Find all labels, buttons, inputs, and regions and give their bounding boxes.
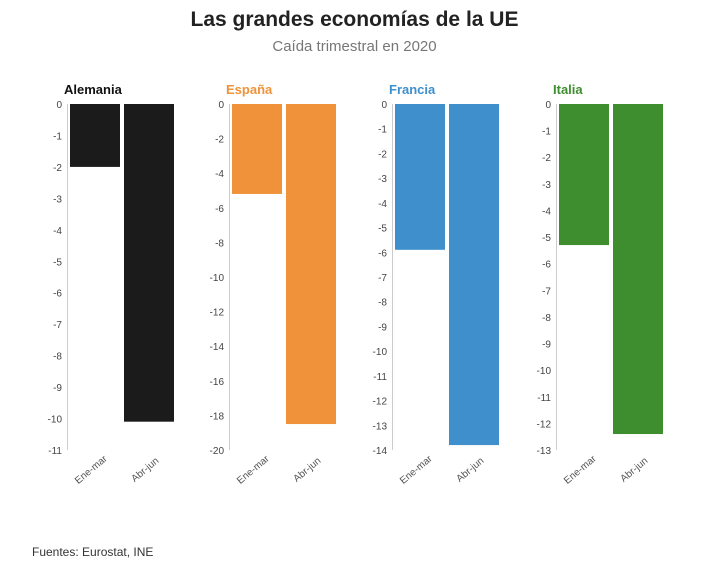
y-tick-label-italia: -9 bbox=[542, 340, 551, 351]
bar-francia-abr-jun bbox=[449, 104, 499, 446]
x-tick-label-espana: Ene-mar bbox=[235, 453, 272, 487]
y-tick-label-francia: -1 bbox=[378, 125, 387, 136]
y-tick-label-italia: -2 bbox=[542, 153, 551, 164]
panel-title-francia: Francia bbox=[389, 82, 436, 97]
y-tick-label-espana: -12 bbox=[210, 308, 225, 319]
panel-title-alemania: Alemania bbox=[64, 82, 123, 97]
y-tick-label-francia: -14 bbox=[373, 446, 388, 457]
y-tick-label-espana: -4 bbox=[215, 169, 224, 180]
y-tick-label-francia: -5 bbox=[378, 224, 387, 235]
chart-title: Las grandes economías de la UE bbox=[190, 8, 519, 31]
bar-espana-ene-mar bbox=[232, 104, 282, 194]
x-tick-label-italia: Ene-mar bbox=[562, 453, 599, 487]
y-tick-label-italia: -7 bbox=[542, 286, 551, 297]
y-tick-label-italia: 0 bbox=[545, 100, 551, 111]
y-tick-label-italia: -11 bbox=[537, 393, 551, 404]
chart-subtitle: Caída trimestral en 2020 bbox=[272, 38, 437, 55]
y-tick-label-francia: 0 bbox=[381, 100, 387, 111]
y-tick-label-espana: -10 bbox=[210, 273, 225, 284]
y-tick-label-espana: -18 bbox=[210, 411, 225, 422]
y-tick-label-italia: -3 bbox=[542, 180, 551, 191]
x-tick-label-francia: Ene-mar bbox=[398, 453, 435, 487]
y-tick-label-alemania: -3 bbox=[53, 194, 62, 205]
y-tick-label-espana: -8 bbox=[215, 238, 224, 249]
y-tick-label-espana: -20 bbox=[210, 446, 225, 457]
y-tick-label-alemania: 0 bbox=[56, 100, 62, 111]
y-tick-label-alemania: -2 bbox=[53, 163, 62, 174]
y-tick-label-francia: -12 bbox=[373, 397, 388, 408]
x-tick-label-alemania: Ene-mar bbox=[73, 453, 110, 487]
y-tick-label-italia: -5 bbox=[542, 233, 551, 244]
y-tick-label-francia: -8 bbox=[378, 298, 387, 309]
y-tick-label-francia: -4 bbox=[378, 199, 387, 210]
y-tick-label-francia: -2 bbox=[378, 149, 387, 160]
y-tick-label-alemania: -8 bbox=[53, 352, 62, 363]
bar-francia-ene-mar bbox=[395, 104, 445, 250]
y-tick-label-espana: -6 bbox=[215, 204, 224, 215]
y-tick-label-francia: -9 bbox=[378, 322, 387, 333]
y-tick-label-espana: -14 bbox=[210, 342, 225, 353]
y-tick-label-alemania: -10 bbox=[48, 415, 63, 426]
y-tick-label-alemania: -6 bbox=[53, 289, 62, 300]
y-tick-label-espana: -16 bbox=[210, 377, 225, 388]
y-tick-label-alemania: -7 bbox=[53, 320, 62, 331]
y-tick-label-italia: -13 bbox=[537, 446, 552, 457]
y-tick-label-francia: -3 bbox=[378, 174, 387, 185]
y-tick-label-espana: 0 bbox=[218, 100, 224, 111]
y-tick-label-alemania: -9 bbox=[53, 383, 62, 394]
y-tick-label-francia: -13 bbox=[373, 421, 388, 432]
panel-title-espana: España bbox=[226, 82, 273, 97]
panel-title-italia: Italia bbox=[553, 82, 583, 97]
y-tick-label-alemania: -4 bbox=[53, 226, 62, 237]
y-tick-label-espana: -2 bbox=[215, 135, 224, 146]
x-tick-label-italia: Abr-jun bbox=[619, 456, 651, 485]
x-tick-label-espana: Abr-jun bbox=[292, 456, 324, 485]
y-tick-label-italia: -6 bbox=[542, 260, 551, 271]
bar-italia-abr-jun bbox=[613, 104, 663, 435]
y-tick-label-alemania: -5 bbox=[53, 257, 62, 268]
x-tick-label-francia: Abr-jun bbox=[455, 456, 487, 485]
y-tick-label-italia: -4 bbox=[542, 206, 551, 217]
bar-italia-ene-mar bbox=[559, 104, 609, 246]
y-tick-label-alemania: -1 bbox=[53, 131, 62, 142]
x-tick-label-alemania: Abr-jun bbox=[130, 456, 162, 485]
y-tick-label-italia: -12 bbox=[537, 419, 552, 430]
y-tick-label-francia: -10 bbox=[373, 347, 388, 358]
bar-alemania-abr-jun bbox=[124, 104, 174, 422]
y-tick-label-francia: -7 bbox=[378, 273, 387, 284]
y-tick-label-italia: -10 bbox=[537, 366, 552, 377]
y-tick-label-francia: -11 bbox=[373, 372, 387, 383]
bar-alemania-ene-mar bbox=[70, 104, 120, 167]
y-tick-label-italia: -1 bbox=[542, 127, 551, 138]
y-tick-label-francia: -6 bbox=[378, 248, 387, 259]
source-note: Fuentes: Eurostat, INE bbox=[32, 545, 154, 559]
y-tick-label-italia: -8 bbox=[542, 313, 551, 324]
bar-espana-abr-jun bbox=[286, 104, 336, 425]
y-tick-label-alemania: -11 bbox=[48, 446, 62, 457]
